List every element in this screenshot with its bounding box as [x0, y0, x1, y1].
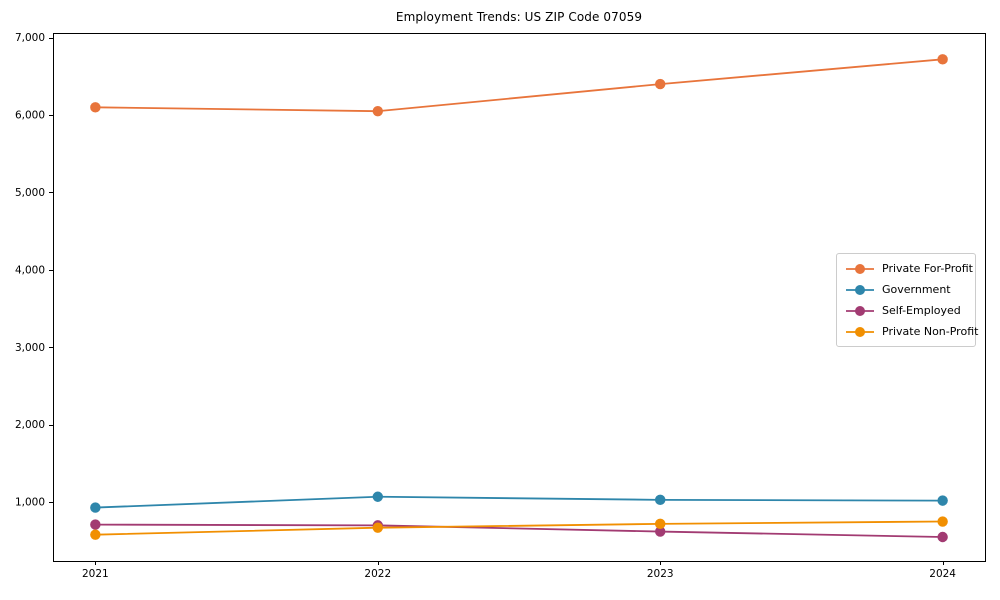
series-line-self-employed	[94, 523, 944, 538]
y-tick-label: 4,000	[15, 264, 45, 276]
y-tick-label: 6,000	[15, 110, 45, 122]
legend-marker-icon	[846, 305, 874, 316]
data-point	[90, 529, 101, 540]
data-point	[937, 54, 948, 65]
y-tick-label: 1,000	[15, 497, 45, 509]
legend-item: Private Non-Profit	[845, 322, 978, 342]
data-point	[372, 522, 383, 533]
y-tick-label: 7,000	[15, 32, 45, 44]
data-point	[937, 495, 948, 506]
series-line-private-non-profit	[94, 520, 944, 536]
data-point	[655, 78, 666, 90]
chart-title: Employment Trends: US ZIP Code 07059	[395, 10, 643, 24]
data-point	[937, 531, 948, 543]
data-point	[372, 491, 383, 502]
data-point	[90, 102, 101, 113]
data-point	[90, 502, 101, 513]
legend: Private For-Profit Government Self-Employe…	[836, 253, 978, 347]
data-point	[655, 526, 666, 537]
y-tick-label: 5,000	[15, 187, 45, 199]
legend-label: Private Non-Profit	[882, 325, 979, 338]
series-line-private-for-profit	[94, 58, 944, 113]
legend-item: Private For-Profit	[845, 259, 973, 279]
x-tick-label: 2024	[929, 568, 956, 580]
legend-item: Self-Employed	[845, 301, 967, 321]
y-tick-label: 2,000	[15, 419, 45, 431]
data-point	[655, 494, 666, 506]
legend-item: Government	[845, 280, 967, 300]
legend-marker-icon	[846, 284, 874, 295]
data-point	[372, 105, 383, 117]
x-tick-label: 2021	[82, 568, 109, 580]
plot-spines	[53, 33, 986, 562]
x-tick-label: 2022	[364, 568, 391, 580]
data-point	[655, 518, 666, 530]
legend-marker-icon	[846, 263, 874, 274]
legend-label: Government	[882, 283, 951, 296]
data-point	[937, 516, 948, 527]
series-line-government	[94, 495, 944, 509]
data-point	[90, 519, 101, 530]
legend-label: Private For-Profit	[882, 262, 973, 275]
legend-label: Self-Employed	[882, 304, 961, 317]
x-tick-label: 2023	[647, 568, 674, 580]
legend-marker-icon	[846, 326, 874, 337]
y-tick-label: 3,000	[15, 342, 45, 354]
